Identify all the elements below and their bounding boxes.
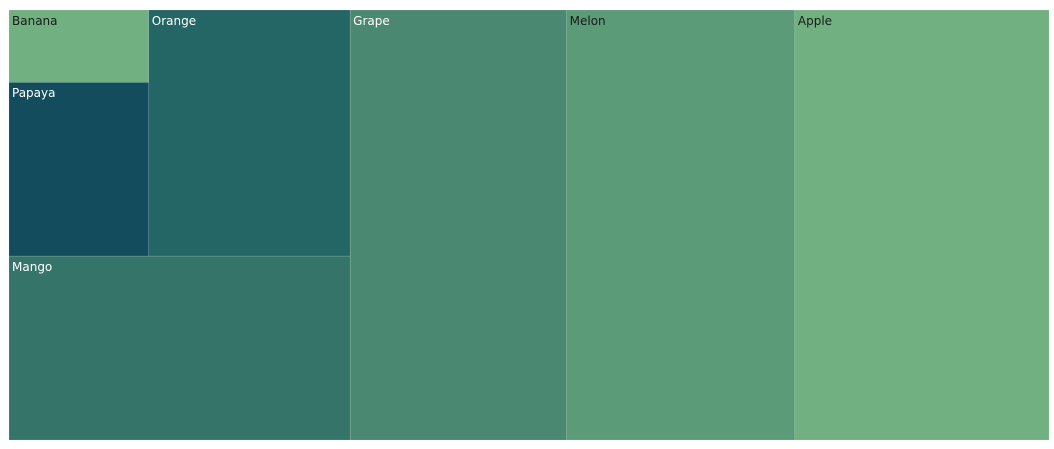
treemap-rect-grape[interactable] (349, 10, 567, 440)
treemap-tile-mango[interactable]: Mango (9, 255, 351, 440)
treemap-tile-papaya[interactable]: Papaya (9, 82, 150, 257)
treemap-rect-banana[interactable] (9, 10, 150, 83)
treemap-rect-mango[interactable] (9, 255, 351, 440)
treemap-tile-orange[interactable]: Orange (148, 10, 351, 257)
treemap-label-orange: Orange (152, 14, 196, 28)
treemap-label-melon: Melon (570, 14, 606, 28)
treemap-rect-apple[interactable] (794, 10, 1049, 440)
treemap-tile-melon[interactable]: Melon (566, 10, 796, 440)
treemap-plot-area: Banana Papaya Orange Mango Grape Melon Apple (9, 10, 1049, 440)
treemap-rect-melon[interactable] (566, 10, 796, 440)
treemap-label-papaya: Papaya (12, 86, 55, 100)
treemap-label-apple: Apple (798, 14, 832, 28)
treemap-label-grape: Grape (353, 14, 390, 28)
treemap-label-banana: Banana (12, 14, 58, 28)
treemap-tile-apple[interactable]: Apple (794, 10, 1049, 440)
treemap-tile-banana[interactable]: Banana (9, 10, 150, 83)
treemap-rect-papaya[interactable] (9, 82, 150, 257)
treemap-svg: Banana Papaya Orange Mango Grape Melon Apple (9, 10, 1049, 440)
treemap-tile-grape[interactable]: Grape (349, 10, 567, 440)
treemap-rect-orange[interactable] (148, 10, 351, 257)
treemap-label-mango: Mango (12, 260, 52, 274)
